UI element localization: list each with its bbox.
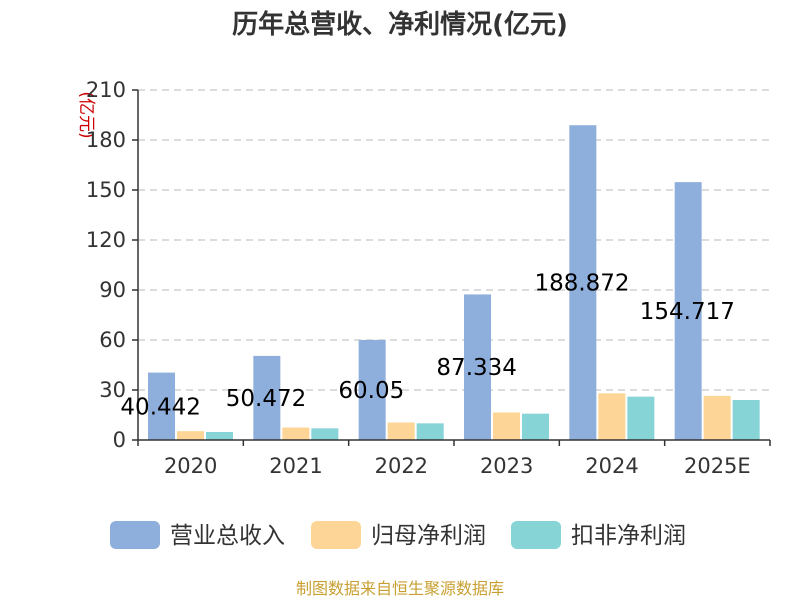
legend-swatch xyxy=(311,521,361,549)
x-tick-label: 2025E xyxy=(684,454,751,478)
legend-label: 营业总收入 xyxy=(170,523,285,549)
bar-2023-s0 xyxy=(464,294,491,440)
bar-2023-s1 xyxy=(493,412,520,440)
data-label: 50.472 xyxy=(226,386,306,412)
bar-2020-s0 xyxy=(148,372,175,440)
data-label: 154.717 xyxy=(640,299,735,325)
legend-swatch xyxy=(110,521,160,549)
legend-label: 归母净利润 xyxy=(371,523,486,549)
bar-2021-s1 xyxy=(282,427,310,440)
bar-2025E-s1 xyxy=(703,395,731,440)
data-label: 87.334 xyxy=(436,355,516,381)
y-tick-label: 210 xyxy=(86,78,126,102)
bar-2022-s0 xyxy=(358,339,386,440)
data-label: 188.872 xyxy=(534,271,629,297)
bar-2024-s0 xyxy=(569,125,597,441)
bar-2025E-s2 xyxy=(732,400,760,440)
bar-2021-s0 xyxy=(253,355,281,440)
source-note: 制图数据来自恒生聚源数据库 xyxy=(296,579,504,598)
y-tick-label: 150 xyxy=(86,178,126,202)
bar-2022-s1 xyxy=(387,422,415,440)
x-tick-label: 2023 xyxy=(480,454,533,478)
data-label: 60.05 xyxy=(338,378,404,404)
bars xyxy=(148,125,760,441)
bar-2021-s2 xyxy=(311,428,339,440)
y-tick-label: 0 xyxy=(113,428,126,452)
x-tick-label: 2024 xyxy=(585,454,638,478)
data-label: 40.442 xyxy=(120,394,200,420)
bar-2025E-s0 xyxy=(674,182,702,440)
legend-swatch xyxy=(511,521,561,549)
data-labels: 40.442 50.472 60.05 87.334 188.872 154.717 xyxy=(120,271,734,421)
axes: 0 30 60 90 120 150 180 210 2020 2021 2022 2023 2024 2… xyxy=(86,78,771,478)
bar-2024-s2 xyxy=(627,396,655,440)
y-tick-label: 180 xyxy=(86,128,126,152)
y-axis-unit-label: (亿元) xyxy=(76,91,96,138)
y-tick-label: 90 xyxy=(99,278,126,302)
chart-title: 历年总营收、净利情况(亿元) xyxy=(232,9,568,40)
bar-2023-s2 xyxy=(522,413,549,440)
bar-2024-s1 xyxy=(598,393,626,440)
x-tick-label: 2020 xyxy=(164,454,217,478)
x-tick-label: 2022 xyxy=(375,454,428,478)
bar-2022-s2 xyxy=(416,423,444,440)
legend-label: 扣非净利润 xyxy=(571,523,686,549)
x-tick-label: 2021 xyxy=(269,454,322,478)
y-tick-label: 30 xyxy=(99,378,126,402)
y-tick-label: 60 xyxy=(99,328,126,352)
grid-lines xyxy=(138,89,770,391)
legend: 营业总收入 归母净利润 扣非净利润 xyxy=(110,521,686,549)
bar-2020-s1 xyxy=(177,431,204,440)
y-tick-label: 120 xyxy=(86,228,126,252)
bar-2020-s2 xyxy=(206,432,233,440)
